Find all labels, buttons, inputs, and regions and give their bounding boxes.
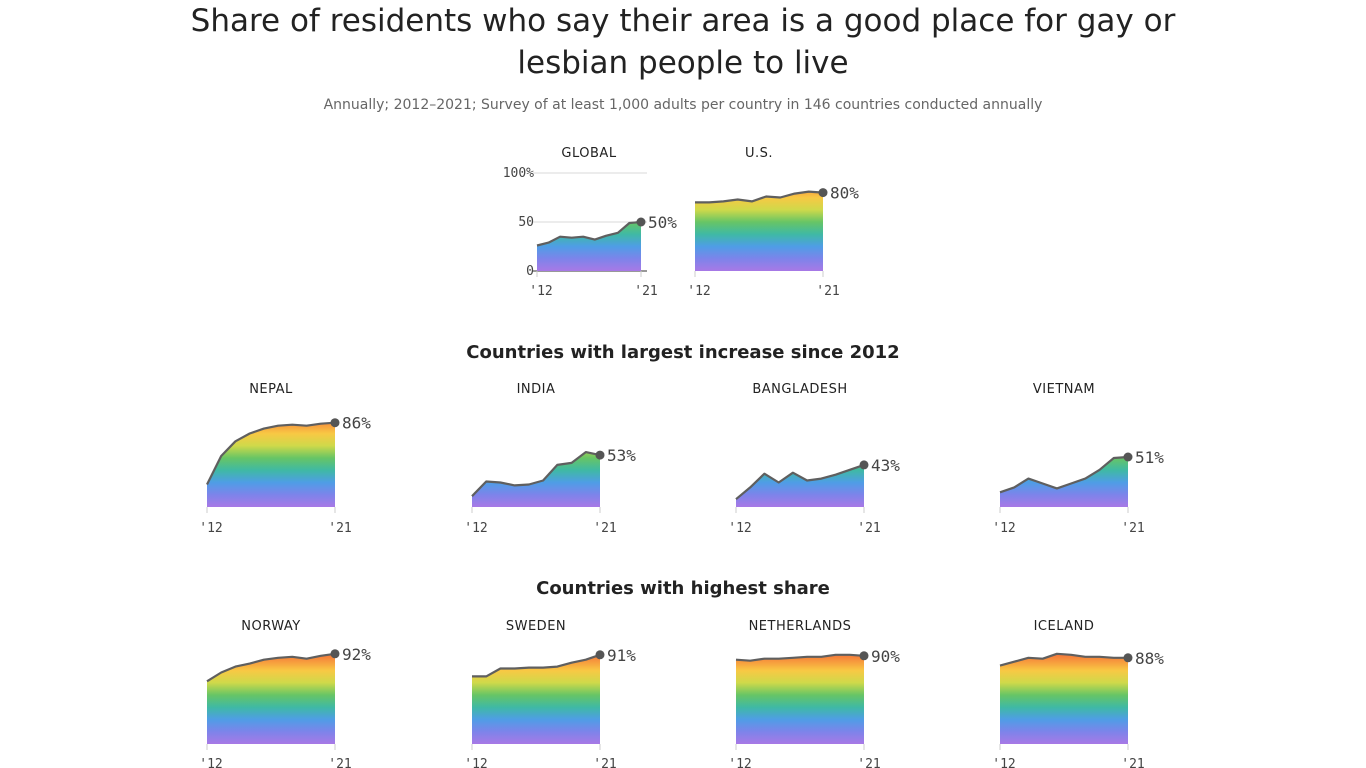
- end-point-global: [636, 217, 646, 227]
- x-label-start: '12: [992, 757, 1015, 768]
- end-point-netherlands: [859, 651, 869, 661]
- end-point-vietnam: [1123, 452, 1133, 462]
- x-label-end: '21: [1121, 757, 1144, 768]
- panel-title-iceland: ICELAND: [1034, 619, 1095, 634]
- end-point-india: [595, 450, 605, 460]
- x-label-start: '12: [728, 521, 751, 536]
- x-label-end: '21: [857, 757, 880, 768]
- area-sweden: [472, 654, 600, 744]
- line-vietnam: [999, 455, 1129, 494]
- panel-title-netherlands: NETHERLANDS: [749, 619, 852, 634]
- end-label-sweden: 91%: [607, 646, 636, 665]
- x-label-end: '21: [593, 521, 616, 536]
- x-label-end: '21: [328, 757, 351, 768]
- x-label-start: '12: [199, 521, 222, 536]
- x-label-end: '21: [1121, 521, 1144, 536]
- line-u-s: [695, 190, 824, 204]
- chart-title: Share of residents who say their area is…: [0, 0, 1366, 84]
- end-label-india: 53%: [607, 446, 636, 465]
- panel-india: INDIA 53% '12 '21: [464, 382, 636, 536]
- area-iceland: [1000, 653, 1128, 744]
- title-line-1: Share of residents who say their area is…: [190, 3, 1176, 39]
- end-label-norway: 92%: [342, 645, 371, 664]
- line-bangladesh: [735, 463, 865, 501]
- line-norway: [206, 652, 336, 683]
- panel-sweden: SWEDEN 91% '12 '21: [464, 619, 636, 768]
- panel-title-global: GLOBAL: [561, 146, 616, 161]
- x-label-start: '12: [728, 757, 751, 768]
- end-point-norway: [330, 649, 340, 659]
- end-label-global: 50%: [648, 213, 677, 232]
- panel-vietnam: VIETNAM 51% '12 '21: [992, 382, 1164, 536]
- panel-norway: NORWAY 92% '12 '21: [199, 619, 371, 768]
- x-label-start: '12: [199, 757, 222, 768]
- x-label-end: '21: [816, 284, 839, 299]
- x-label-start: '12: [464, 757, 487, 768]
- y-tick-label: 100%: [503, 166, 534, 181]
- end-point-bangladesh: [859, 460, 869, 470]
- area-global: [537, 222, 641, 271]
- panel-title-india: INDIA: [517, 382, 556, 397]
- end-label-bangladesh: 43%: [871, 456, 900, 475]
- x-label-start: '12: [687, 284, 710, 299]
- end-label-nepal: 86%: [342, 414, 371, 433]
- end-point-sweden: [595, 650, 605, 660]
- panel-bangladesh: BANGLADESH 43% '12 '21: [728, 382, 900, 536]
- panel-u-s: U.S. 80% '12 '21: [687, 146, 859, 299]
- panel-title-sweden: SWEDEN: [506, 619, 566, 634]
- panel-global: GLOBAL 100% 50 0 50% '12 '21: [503, 146, 678, 299]
- end-label-netherlands: 90%: [871, 647, 900, 666]
- area-netherlands: [736, 654, 864, 744]
- end-label-iceland: 88%: [1135, 649, 1164, 668]
- area-nepal: [207, 422, 335, 507]
- panel-title-norway: NORWAY: [241, 619, 300, 634]
- end-point-iceland: [1123, 653, 1133, 663]
- y-tick-label: 0: [526, 264, 534, 279]
- area-india: [472, 452, 600, 507]
- line-iceland: [999, 652, 1128, 667]
- panel-title-bangladesh: BANGLADESH: [752, 382, 847, 397]
- end-point-nepal: [330, 418, 340, 428]
- y-tick-label: 50: [518, 215, 534, 230]
- end-point-u-s: [818, 188, 828, 198]
- title-line-2: lesbian people to live: [517, 45, 849, 81]
- x-label-start: '12: [529, 284, 552, 299]
- line-global: [536, 220, 642, 247]
- x-label-start: '12: [464, 521, 487, 536]
- line-india: [471, 451, 601, 497]
- panel-title-nepal: NEPAL: [249, 382, 293, 397]
- line-nepal: [206, 421, 336, 485]
- chart-subtitle: Annually; 2012–2021; Survey of at least …: [323, 97, 1043, 113]
- section-title-highest: Countries with highest share: [536, 578, 830, 599]
- area-norway: [207, 653, 335, 744]
- line-sweden: [472, 653, 601, 678]
- section-title-increase: Countries with largest increase since 20…: [466, 342, 900, 363]
- area-vietnam: [1000, 457, 1128, 507]
- area-u-s: [695, 191, 823, 271]
- x-label-start: '12: [992, 521, 1015, 536]
- x-label-end: '21: [593, 757, 616, 768]
- panel-iceland: ICELAND 88% '12 '21: [992, 619, 1164, 768]
- x-label-end: '21: [328, 521, 351, 536]
- panel-title-vietnam: VIETNAM: [1033, 382, 1095, 397]
- panel-title-u-s: U.S.: [745, 146, 773, 161]
- line-netherlands: [735, 653, 865, 662]
- end-label-vietnam: 51%: [1135, 448, 1164, 467]
- area-bangladesh: [736, 464, 864, 507]
- end-label-u-s: 80%: [830, 184, 859, 203]
- panel-netherlands: NETHERLANDS 90% '12 '21: [728, 619, 900, 768]
- panel-nepal: NEPAL 86% '12 '21: [199, 382, 371, 536]
- x-label-end: '21: [857, 521, 880, 536]
- x-label-end: '21: [634, 284, 657, 299]
